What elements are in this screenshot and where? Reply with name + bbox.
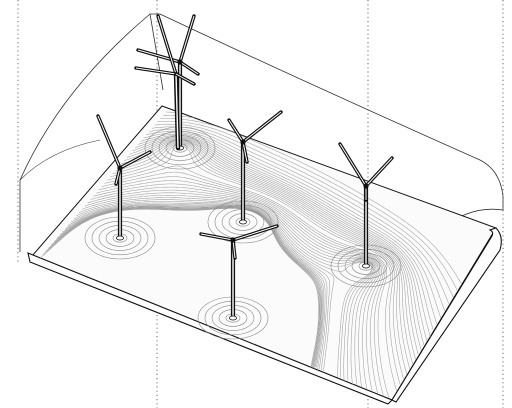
streamline [109,144,401,385]
turbine-blade-highlight [365,157,393,187]
turbine-blade-highlight [242,111,282,143]
turbine-blade-highlight [179,15,195,63]
streamline [135,136,428,342]
wind-turbine [134,14,196,151]
wind-turbine [96,114,152,241]
streamline [132,137,425,345]
streamline [73,201,372,378]
streamline [65,204,328,370]
streamline [79,197,374,381]
turbine-blade-highlight [135,67,177,75]
turbine-blade-highlight [137,49,181,63]
streamline [154,124,454,298]
wind-turbines [96,14,394,321]
streamline [59,206,324,368]
streamlines [39,111,463,398]
streamline [98,176,384,394]
streamline [151,126,450,304]
guide-lines [17,0,504,408]
streamline [160,118,463,285]
turbine-blade-highlight [115,167,121,185]
streamline [107,146,398,392]
streamline [140,133,434,330]
streamline [93,183,381,390]
streamline [90,186,379,388]
streamline [137,135,431,337]
turbine-base [362,263,370,269]
streamline [146,130,442,319]
wind-turbine [227,110,283,225]
turbine-blade-highlight [175,73,195,85]
streamline [84,192,377,385]
turbine-blade-highlight [179,61,199,75]
streamline [101,171,386,397]
turbine-blade-highlight [242,141,248,163]
turbine-blade-highlight [339,143,367,187]
streamline [87,189,378,385]
streamline [70,202,335,371]
streamline [157,121,459,292]
turbine-hub [240,139,246,145]
wind-turbine [199,224,279,321]
streamline [126,139,419,355]
turbine-blade-highlight [232,225,278,241]
turbine-base [239,219,247,225]
turbine-blade-highlight [97,115,121,169]
ground-right-curl [391,227,502,403]
streamline [118,141,411,370]
turbine-base [116,235,124,241]
ground-front-edge [27,252,393,405]
turbine-blade-highlight [119,151,151,169]
streamline [121,140,414,365]
turbine-hub [230,237,236,243]
turbine-blade-highlight [200,233,234,241]
streamline [95,180,382,391]
turbine-hub [177,59,183,65]
turbine-blade-highlight [228,119,244,143]
streamline [143,132,438,325]
turbine-hub [363,183,369,189]
turbine-blade-highlight [232,239,236,259]
flow-domain-rear-edge [19,139,101,181]
turbine-blade-highlight [157,15,177,75]
wind-turbine [338,142,394,269]
streamline [104,165,389,398]
streamline [76,199,373,379]
turbine-tower-highlight [175,73,179,149]
streamline [81,195,375,381]
streamline [67,203,330,370]
turbine-hub [117,165,123,171]
turbine-base [229,315,237,321]
streamline [129,138,422,351]
